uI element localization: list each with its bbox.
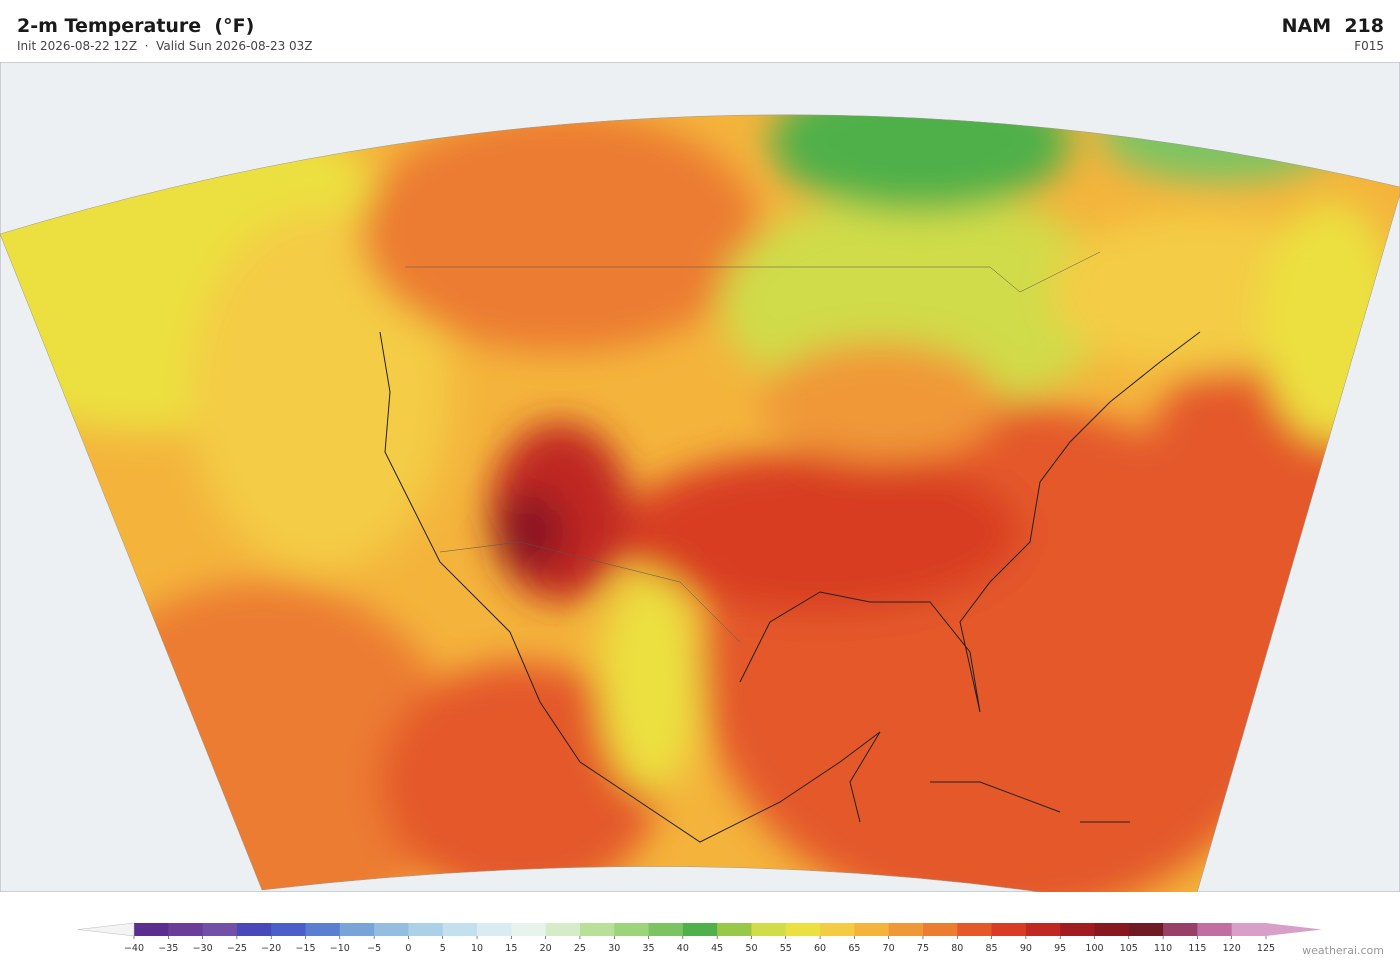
map (0, 62, 1400, 892)
colorbar-tick-label: 10 (471, 943, 483, 954)
colorbar-bin (1128, 923, 1164, 936)
model-name: NAM 218 (1281, 15, 1384, 37)
colorbar-bin (717, 923, 752, 936)
colorbar-tick-label: −15 (295, 943, 315, 954)
colorbar-tick-label: −20 (261, 943, 281, 954)
colorbar-bin (202, 923, 238, 936)
colorbar-tick-label: 75 (917, 943, 929, 954)
colorbar-tick-label: 60 (814, 943, 826, 954)
colorbar-bin (1163, 923, 1198, 936)
colorbar-tick-label: −10 (330, 943, 350, 954)
colorbar-bin (271, 923, 307, 936)
colorbar-bin (374, 923, 409, 936)
colorbar-tick-label: 25 (574, 943, 586, 954)
colorbar-bin (134, 923, 169, 936)
colorbar-bin (579, 923, 615, 936)
colorbar-tick-label: 115 (1188, 943, 1206, 954)
colorbar-tick-label: 55 (780, 943, 792, 954)
colorbar-tick-label: 20 (540, 943, 552, 954)
colorbar-tick-label: 5 (440, 943, 446, 954)
colorbar-tick-label: 30 (608, 943, 620, 954)
colorbar-bin (614, 923, 650, 936)
map-title: 2-m Temperature (°F) (17, 15, 255, 37)
colorbar-tick-label: 80 (951, 943, 963, 954)
colorbar-tick-label: 65 (848, 943, 860, 954)
colorbar-tick-label: 70 (883, 943, 895, 954)
colorbar-bin (1197, 923, 1233, 936)
colorbar-tick-label: 40 (677, 943, 689, 954)
colorbar-tick-label: 105 (1120, 943, 1138, 954)
colorbar-bin (511, 923, 547, 936)
colorbar-bin (751, 923, 787, 936)
map-subtitle: Init 2026-08-22 12Z · Valid Sun 2026-08-… (17, 39, 313, 53)
colorbar-tick-label: 15 (505, 943, 517, 954)
colorbar-bin (1094, 923, 1130, 936)
colorbar-tick-label: 95 (1054, 943, 1066, 954)
colorbar-tick-label: 85 (986, 943, 998, 954)
colorbar-bin (854, 923, 890, 936)
colorbar-tick-label: 90 (1020, 943, 1032, 954)
colorbar-bin (545, 923, 581, 936)
colorbar-tick-label: 0 (405, 943, 411, 954)
colorbar-tick-label: 120 (1223, 943, 1241, 954)
colorbar-bin (408, 923, 444, 936)
colorbar-bin (648, 923, 684, 936)
colorbar-bin (168, 923, 204, 936)
colorbar-bin (236, 923, 272, 936)
colorbar-bin (991, 923, 1027, 936)
colorbar-bin (820, 923, 855, 936)
colorbar-tick-label: 125 (1257, 943, 1275, 954)
colorbar-bin (477, 923, 512, 936)
temperature-field (0, 114, 1400, 892)
colorbar-tick-label: 45 (711, 943, 723, 954)
colorbar-bin (922, 923, 958, 936)
colorbar-bin (888, 923, 924, 936)
colorbar-tick-label: −30 (193, 943, 213, 954)
colorbar-bin (957, 923, 993, 936)
colorbar-bin (785, 923, 821, 936)
colorbar-tick-label: −5 (367, 943, 381, 954)
credit: weatherai.com (1302, 944, 1384, 957)
colorbar-tick-label: −40 (124, 943, 144, 954)
colorbar-bin (305, 923, 341, 936)
colorbar-tick-label: 100 (1085, 943, 1103, 954)
forecast-hour: F015 (1354, 39, 1384, 53)
colorbar: −40 −35 −30 −25 −20 −15 −10 −5 0 5 10 15 20 25 30 35 40 4… (77, 922, 1322, 954)
colorbar-over (1266, 923, 1322, 936)
colorbar-tick-label: −25 (227, 943, 247, 954)
colorbar-under (77, 922, 135, 937)
colorbar-tick-label: 35 (642, 943, 654, 954)
colorbar-tick-label: 50 (745, 943, 757, 954)
coastlines (379, 331, 1201, 843)
colorbar-bin (442, 923, 478, 936)
colorbar-bin (1060, 923, 1095, 936)
colorbar-bin (682, 923, 718, 936)
borders (405, 251, 1101, 643)
colorbar-bin (1231, 923, 1267, 936)
colorbar-bin (1025, 923, 1061, 936)
colorbar-bin (339, 923, 375, 936)
colorbar-tick-label: 110 (1154, 943, 1172, 954)
colorbar-tick-label: −35 (158, 943, 178, 954)
